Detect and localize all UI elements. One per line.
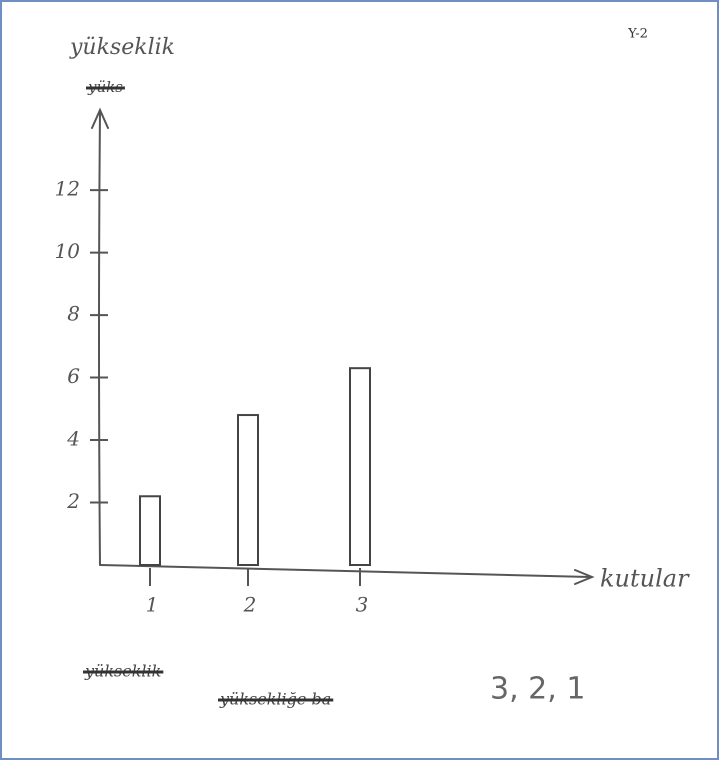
page: Y-2 yükseklik kutular 3, 2, 1 2468101212…	[0, 0, 719, 760]
y-tick-label: 2	[66, 489, 80, 513]
y-axis-label: yükseklik	[69, 35, 175, 60]
x-tick-label: 2	[243, 593, 257, 617]
x-tick-label: 1	[146, 593, 159, 617]
y-tick-label: 8	[67, 302, 80, 326]
chart: Y-2 yükseklik kutular 3, 2, 1 2468101212…	[0, 0, 719, 760]
frame	[1, 1, 718, 759]
answer: 3, 2, 1	[490, 672, 585, 707]
x-axis-label: kutular	[600, 565, 690, 593]
x-tick-label: 3	[356, 593, 369, 617]
y-tick-label: 12	[55, 177, 80, 201]
corner-label: Y-2	[627, 27, 648, 42]
y-tick-label: 6	[67, 364, 80, 388]
y-tick-label: 4	[66, 427, 80, 451]
y-tick-label: 10	[55, 239, 81, 263]
